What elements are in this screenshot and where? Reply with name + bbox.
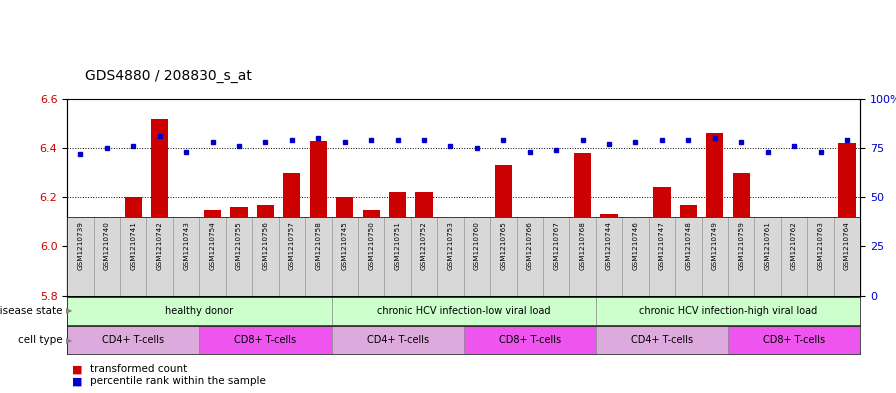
Bar [177,237,194,296]
Text: healthy donor: healthy donor [165,306,234,316]
Text: GSM1210743: GSM1210743 [183,221,189,270]
Bar [596,297,860,325]
Text: CD4+ T-cells: CD4+ T-cells [366,335,428,345]
Bar [680,205,697,296]
Text: GSM1210763: GSM1210763 [817,221,823,270]
Text: CD8+ T-cells: CD8+ T-cells [763,335,825,345]
Text: chronic HCV infection-low viral load: chronic HCV infection-low viral load [377,306,550,316]
Text: percentile rank within the sample: percentile rank within the sample [90,376,265,386]
Text: GSM1210762: GSM1210762 [791,221,797,270]
Text: CD8+ T-cells: CD8+ T-cells [235,335,297,345]
Bar [547,239,564,296]
Text: GSM1210749: GSM1210749 [711,221,718,270]
Text: GSM1210765: GSM1210765 [500,221,506,270]
Text: GSM1210740: GSM1210740 [104,221,110,270]
Text: GDS4880 / 208830_s_at: GDS4880 / 208830_s_at [85,69,252,83]
Text: ■: ■ [72,376,82,386]
Bar [283,173,300,296]
Text: ▶: ▶ [66,336,73,345]
Bar [574,153,591,296]
Bar [627,217,644,296]
Bar [332,297,596,325]
Bar [67,326,199,354]
Bar [596,326,728,354]
Text: transformed count: transformed count [90,364,187,375]
Text: GSM1210766: GSM1210766 [527,221,533,270]
Bar [442,254,459,296]
Text: CD4+ T-cells: CD4+ T-cells [631,335,693,345]
Text: GSM1210745: GSM1210745 [341,221,348,270]
Bar [600,215,617,296]
Text: GSM1210755: GSM1210755 [236,221,242,270]
Bar [199,326,332,354]
Bar [839,143,856,296]
Text: GSM1210748: GSM1210748 [685,221,692,270]
Text: CD8+ T-cells: CD8+ T-cells [499,335,561,345]
Bar [257,205,274,296]
Text: GSM1210742: GSM1210742 [157,221,163,270]
Bar [332,326,464,354]
Text: GSM1210759: GSM1210759 [738,221,745,270]
Text: GSM1210739: GSM1210739 [77,221,83,270]
Text: GSM1210744: GSM1210744 [606,221,612,270]
Bar [728,326,860,354]
Text: GSM1210758: GSM1210758 [315,221,322,270]
Bar [389,193,406,296]
Bar [204,209,221,296]
Bar [706,133,723,296]
Bar [759,266,776,296]
Text: GSM1210750: GSM1210750 [368,221,375,270]
Text: chronic HCV infection-high viral load: chronic HCV infection-high viral load [639,306,817,316]
Text: GSM1210767: GSM1210767 [553,221,559,270]
Text: GSM1210752: GSM1210752 [421,221,427,270]
Bar [733,173,750,296]
Text: GSM1210756: GSM1210756 [263,221,269,270]
Bar [230,207,247,296]
Text: ▶: ▶ [66,307,73,315]
Bar [812,278,829,296]
Bar [99,222,116,296]
Bar [653,187,670,296]
Text: GSM1210760: GSM1210760 [474,221,480,270]
Bar [464,326,596,354]
Text: GSM1210764: GSM1210764 [844,221,850,270]
Text: GSM1210753: GSM1210753 [447,221,453,270]
Bar [786,232,803,296]
Text: GSM1210757: GSM1210757 [289,221,295,270]
Bar [521,237,538,296]
Text: GSM1210751: GSM1210751 [394,221,401,270]
Text: GSM1210768: GSM1210768 [580,221,586,270]
Bar [495,165,512,296]
Bar [469,229,486,296]
Bar [151,119,168,296]
Text: CD4+ T-cells: CD4+ T-cells [102,335,164,345]
Bar [416,193,433,296]
Bar [336,197,353,296]
Text: GSM1210747: GSM1210747 [659,221,665,270]
Text: ■: ■ [72,364,82,375]
Bar [125,197,142,296]
Text: disease state: disease state [0,306,63,316]
Bar [310,141,327,296]
Text: GSM1210741: GSM1210741 [130,221,136,270]
Text: GSM1210746: GSM1210746 [633,221,639,270]
Text: GSM1210754: GSM1210754 [210,221,216,270]
Text: GSM1210761: GSM1210761 [764,221,771,270]
Bar [72,222,89,296]
Bar [67,297,332,325]
Text: cell type: cell type [18,335,63,345]
Bar [363,209,380,296]
